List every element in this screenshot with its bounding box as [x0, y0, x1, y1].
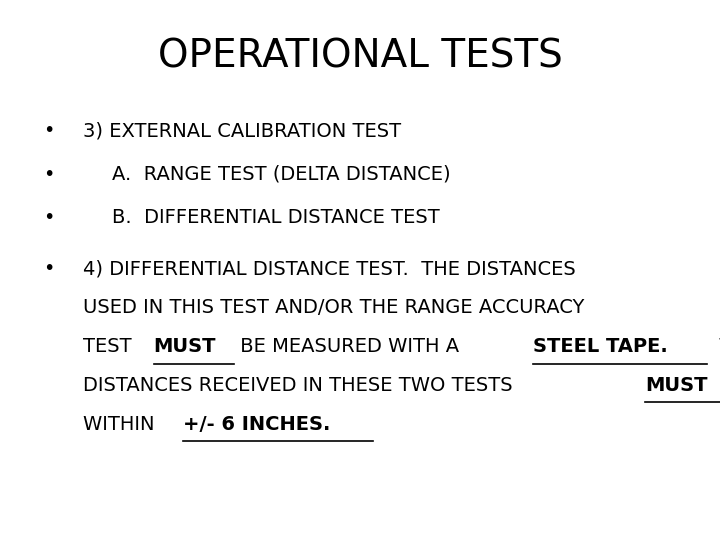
Text: THE: THE [706, 337, 720, 356]
Text: MUST: MUST [645, 376, 708, 395]
Text: 4) DIFFERENTIAL DISTANCE TEST.  THE DISTANCES: 4) DIFFERENTIAL DISTANCE TEST. THE DISTA… [83, 259, 575, 278]
Text: BE MEASURED WITH A: BE MEASURED WITH A [234, 337, 466, 356]
Text: B.  DIFFERENTIAL DISTANCE TEST: B. DIFFERENTIAL DISTANCE TEST [112, 208, 439, 227]
Text: WITHIN: WITHIN [83, 415, 161, 434]
Text: DISTANCES RECEIVED IN THESE TWO TESTS: DISTANCES RECEIVED IN THESE TWO TESTS [83, 376, 518, 395]
Text: STEEL TAPE.: STEEL TAPE. [533, 337, 667, 356]
Text: USED IN THIS TEST AND/OR THE RANGE ACCURACY: USED IN THIS TEST AND/OR THE RANGE ACCUR… [83, 298, 584, 317]
Text: TEST: TEST [83, 337, 138, 356]
Text: OPERATIONAL TESTS: OPERATIONAL TESTS [158, 38, 562, 76]
Text: +/- 6 INCHES.: +/- 6 INCHES. [183, 415, 330, 434]
Text: •: • [43, 208, 55, 227]
Text: MUST: MUST [153, 337, 216, 356]
Text: •: • [43, 165, 55, 184]
Text: A.  RANGE TEST (DELTA DISTANCE): A. RANGE TEST (DELTA DISTANCE) [112, 165, 450, 184]
Text: •: • [43, 122, 55, 140]
Text: •: • [43, 259, 55, 278]
Text: 3) EXTERNAL CALIBRATION TEST: 3) EXTERNAL CALIBRATION TEST [83, 122, 401, 140]
